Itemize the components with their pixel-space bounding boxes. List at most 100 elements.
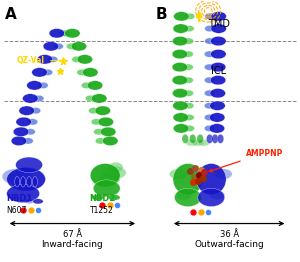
Ellipse shape: [204, 125, 214, 132]
Ellipse shape: [210, 89, 226, 98]
Ellipse shape: [53, 43, 63, 50]
Ellipse shape: [204, 77, 214, 83]
Ellipse shape: [173, 113, 188, 122]
Ellipse shape: [43, 42, 58, 51]
Ellipse shape: [103, 136, 118, 146]
Ellipse shape: [184, 13, 195, 19]
Ellipse shape: [99, 173, 120, 185]
Text: QZ-Val: QZ-Val: [17, 56, 58, 65]
Ellipse shape: [25, 129, 35, 135]
Ellipse shape: [87, 81, 103, 90]
Ellipse shape: [209, 124, 225, 133]
Ellipse shape: [25, 199, 34, 204]
Ellipse shape: [211, 12, 226, 21]
Ellipse shape: [197, 134, 203, 143]
Ellipse shape: [16, 157, 43, 173]
Ellipse shape: [28, 119, 38, 125]
Ellipse shape: [2, 169, 29, 184]
Ellipse shape: [37, 55, 53, 64]
Ellipse shape: [98, 117, 114, 127]
Ellipse shape: [183, 90, 194, 96]
Ellipse shape: [173, 24, 188, 33]
Ellipse shape: [204, 103, 214, 109]
Text: Outward-facing: Outward-facing: [194, 240, 264, 249]
Ellipse shape: [11, 136, 27, 146]
Ellipse shape: [184, 25, 194, 32]
Ellipse shape: [43, 69, 53, 75]
Ellipse shape: [184, 103, 194, 109]
Ellipse shape: [92, 94, 107, 103]
Ellipse shape: [102, 166, 126, 179]
Ellipse shape: [177, 190, 192, 200]
Ellipse shape: [183, 38, 194, 44]
Ellipse shape: [82, 68, 98, 77]
Ellipse shape: [92, 195, 104, 200]
Ellipse shape: [210, 75, 226, 85]
Ellipse shape: [93, 180, 120, 197]
Ellipse shape: [94, 129, 104, 135]
Ellipse shape: [11, 175, 32, 188]
Ellipse shape: [172, 36, 188, 46]
Ellipse shape: [61, 30, 71, 36]
Ellipse shape: [175, 188, 201, 206]
Ellipse shape: [173, 163, 203, 195]
Ellipse shape: [205, 38, 215, 44]
Ellipse shape: [100, 127, 116, 137]
Ellipse shape: [15, 177, 20, 187]
Ellipse shape: [49, 29, 64, 38]
Ellipse shape: [91, 119, 101, 125]
Ellipse shape: [77, 69, 87, 75]
Ellipse shape: [173, 101, 188, 110]
Text: AMPPNP: AMPPNP: [209, 149, 283, 172]
Ellipse shape: [27, 177, 32, 187]
Ellipse shape: [182, 134, 188, 143]
Ellipse shape: [20, 181, 39, 191]
Text: NBD1: NBD1: [6, 194, 32, 203]
Ellipse shape: [7, 184, 40, 203]
Ellipse shape: [183, 77, 193, 83]
Ellipse shape: [32, 68, 47, 77]
Ellipse shape: [90, 163, 120, 187]
Ellipse shape: [189, 134, 196, 143]
Ellipse shape: [7, 167, 46, 191]
Ellipse shape: [172, 89, 188, 98]
Ellipse shape: [81, 82, 92, 89]
Ellipse shape: [172, 62, 188, 72]
Ellipse shape: [173, 124, 189, 133]
Ellipse shape: [108, 195, 120, 200]
Ellipse shape: [33, 199, 43, 204]
Ellipse shape: [21, 177, 26, 187]
Ellipse shape: [211, 24, 226, 33]
Ellipse shape: [192, 139, 204, 146]
Ellipse shape: [217, 134, 224, 143]
Ellipse shape: [212, 134, 218, 143]
Ellipse shape: [13, 127, 29, 137]
Ellipse shape: [169, 169, 187, 179]
Ellipse shape: [183, 64, 193, 70]
Ellipse shape: [23, 138, 33, 144]
Ellipse shape: [72, 56, 82, 62]
Ellipse shape: [184, 125, 194, 132]
Ellipse shape: [210, 101, 225, 110]
Ellipse shape: [22, 94, 38, 103]
Ellipse shape: [206, 134, 213, 143]
Ellipse shape: [204, 114, 214, 121]
Ellipse shape: [196, 163, 226, 195]
Text: T1252: T1252: [90, 206, 113, 215]
Ellipse shape: [198, 139, 210, 146]
Ellipse shape: [204, 64, 214, 70]
Text: NBD2: NBD2: [89, 194, 115, 203]
Ellipse shape: [71, 42, 87, 51]
Ellipse shape: [27, 81, 42, 90]
Ellipse shape: [172, 75, 188, 85]
Ellipse shape: [183, 51, 193, 57]
Ellipse shape: [108, 162, 123, 173]
Text: TMD: TMD: [208, 19, 230, 29]
Ellipse shape: [19, 106, 34, 115]
Ellipse shape: [211, 50, 226, 59]
Ellipse shape: [88, 107, 99, 114]
Text: 67 Å: 67 Å: [63, 230, 82, 239]
Ellipse shape: [205, 25, 215, 32]
Ellipse shape: [172, 50, 188, 59]
Ellipse shape: [198, 188, 225, 206]
